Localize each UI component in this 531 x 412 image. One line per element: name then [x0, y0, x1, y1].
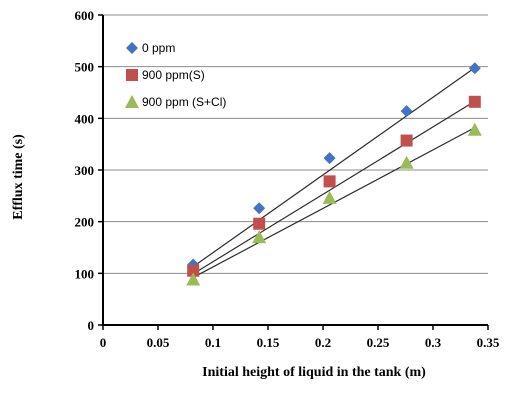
legend-marker — [126, 69, 138, 81]
x-tick-label: 0.3 — [425, 335, 442, 350]
y-tick-label: 400 — [75, 111, 95, 126]
y-tick-label: 0 — [88, 318, 95, 333]
x-tick-label: 0.1 — [205, 335, 221, 350]
trendline — [192, 100, 476, 275]
data-point — [468, 62, 481, 75]
x-tick-label: 0.15 — [257, 335, 280, 350]
x-tick-label: 0.25 — [367, 335, 390, 350]
data-point — [187, 264, 200, 277]
legend-label: 900 ppm(S) — [142, 68, 205, 82]
data-point — [252, 230, 267, 244]
x-tick-label: 0.35 — [477, 335, 500, 350]
legend-marker — [126, 42, 138, 54]
y-tick-label: 100 — [75, 266, 95, 281]
data-points — [186, 62, 482, 286]
y-tick-label: 200 — [75, 215, 95, 230]
y-tick-label: 500 — [75, 60, 95, 75]
x-tick-label: 0.2 — [315, 335, 331, 350]
data-point — [399, 155, 414, 169]
legend: 0 ppm 900 ppm(S) 900 ppm (S+Cl) — [125, 41, 226, 109]
x-tick-label: 0.05 — [147, 335, 170, 350]
data-point — [468, 95, 481, 108]
data-point — [467, 122, 482, 136]
axis-ticks: 0 100 200 300 400 500 600 0 0.05 0.1 0.15 0.2 0.25 0.… — [75, 8, 500, 350]
x-axis-title: Initial height of liquid in the tank (m) — [202, 365, 426, 380]
legend-label: 0 ppm — [142, 41, 175, 55]
data-point — [400, 105, 413, 118]
data-point — [323, 175, 336, 188]
x-tick-label: 0 — [100, 335, 107, 350]
data-point — [322, 190, 337, 204]
legend-label: 900 ppm (S+Cl) — [142, 95, 226, 109]
y-axis-title: Efflux time (s) — [11, 134, 26, 220]
y-tick-label: 600 — [75, 8, 95, 23]
gridlines — [103, 14, 488, 274]
data-point — [323, 152, 336, 165]
data-point — [400, 134, 413, 147]
y-tick-label: 300 — [75, 163, 95, 178]
data-point — [253, 202, 266, 215]
legend-marker — [125, 95, 139, 108]
data-point — [253, 217, 266, 230]
data-point — [186, 272, 201, 286]
trendline — [192, 67, 476, 268]
